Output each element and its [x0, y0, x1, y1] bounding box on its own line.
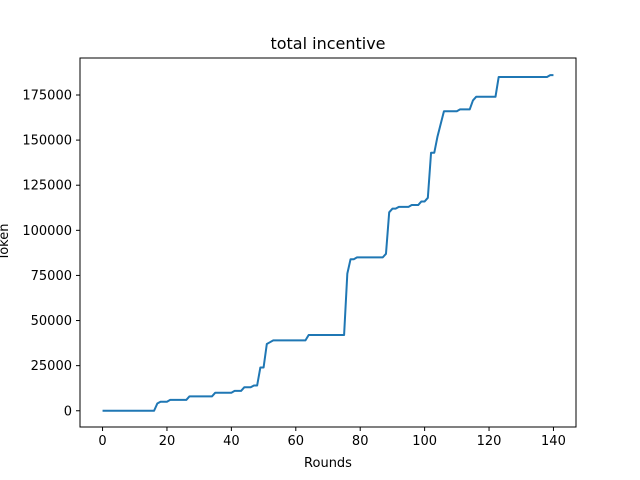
x-tick-label: 140 [541, 434, 566, 449]
x-axis-label: Rounds [304, 456, 352, 471]
y-tick-label: 50000 [31, 314, 72, 329]
y-tick-label: 150000 [22, 134, 72, 149]
x-tick-label: 100 [412, 434, 437, 449]
y-tick-label: 75000 [31, 269, 72, 284]
x-tick-label: 20 [159, 434, 176, 449]
y-tick-label: 25000 [31, 359, 72, 374]
y-axis-label: Token [0, 224, 12, 262]
plot-frame [79, 57, 577, 428]
x-tick-label: 40 [223, 434, 240, 449]
y-tick-label: 125000 [22, 179, 72, 194]
x-tick-label: 60 [288, 434, 305, 449]
chart-title: total incentive [270, 34, 385, 53]
x-tick-label: 120 [477, 434, 502, 449]
y-tick-label: 0 [64, 404, 72, 419]
x-axis: 0 20 40 60 80 100 120 140 [98, 427, 566, 449]
y-tick-label: 100000 [22, 224, 72, 239]
series-line-0 [102, 74, 554, 412]
y-axis: 0 25000 50000 75000 100000 125000 150000 175000 [22, 88, 80, 419]
y-tick-label: 175000 [22, 88, 72, 103]
x-tick-label: 80 [352, 434, 369, 449]
x-tick-label: 0 [98, 434, 106, 449]
